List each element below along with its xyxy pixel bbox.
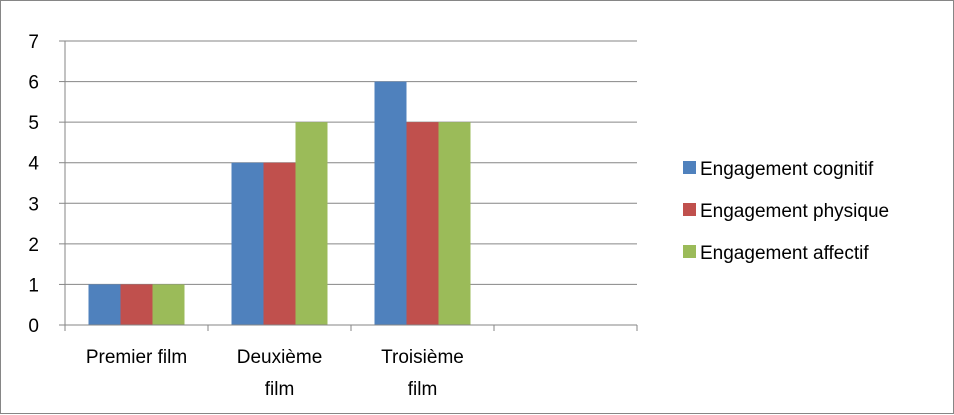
bar <box>374 81 407 325</box>
y-tick-label: 3 <box>28 194 39 215</box>
legend-swatch <box>683 161 696 174</box>
legend-label: Engagement cognitif <box>700 159 874 180</box>
y-axis-tick-labels: 0 1 2 3 4 5 6 7 <box>28 32 39 337</box>
bar <box>152 284 185 325</box>
x-tick-label: film <box>408 379 438 400</box>
y-tick-label: 6 <box>28 73 39 94</box>
legend-swatch <box>683 203 696 216</box>
x-tick-label: Troisième <box>381 347 464 368</box>
x-tick-label: Deuxième <box>237 347 323 368</box>
bar <box>438 122 471 326</box>
x-tick-label: Premier film <box>86 347 187 368</box>
y-tick-label: 0 <box>28 316 39 337</box>
bar <box>406 122 439 326</box>
y-tick-label: 1 <box>28 275 39 296</box>
x-axis-tick-labels: Premier film Deuxième film Troisième film <box>86 347 464 400</box>
y-tick-label: 5 <box>28 113 39 134</box>
bar <box>88 284 121 325</box>
bar <box>120 284 153 325</box>
bar <box>295 122 328 326</box>
legend-swatch <box>683 245 696 258</box>
legend-label: Engagement physique <box>700 201 889 222</box>
y-tick-label: 4 <box>28 154 39 175</box>
bars <box>88 81 471 326</box>
x-tick-label: film <box>265 379 295 400</box>
y-tick-label: 7 <box>28 32 39 53</box>
legend-label: Engagement affectif <box>700 243 869 264</box>
bar <box>263 162 296 325</box>
legend: Engagement cognitif Engagement physique En… <box>683 159 889 264</box>
y-tick-label: 2 <box>28 235 39 256</box>
axes <box>59 40 638 331</box>
bar <box>231 162 264 325</box>
gridlines <box>65 40 637 285</box>
